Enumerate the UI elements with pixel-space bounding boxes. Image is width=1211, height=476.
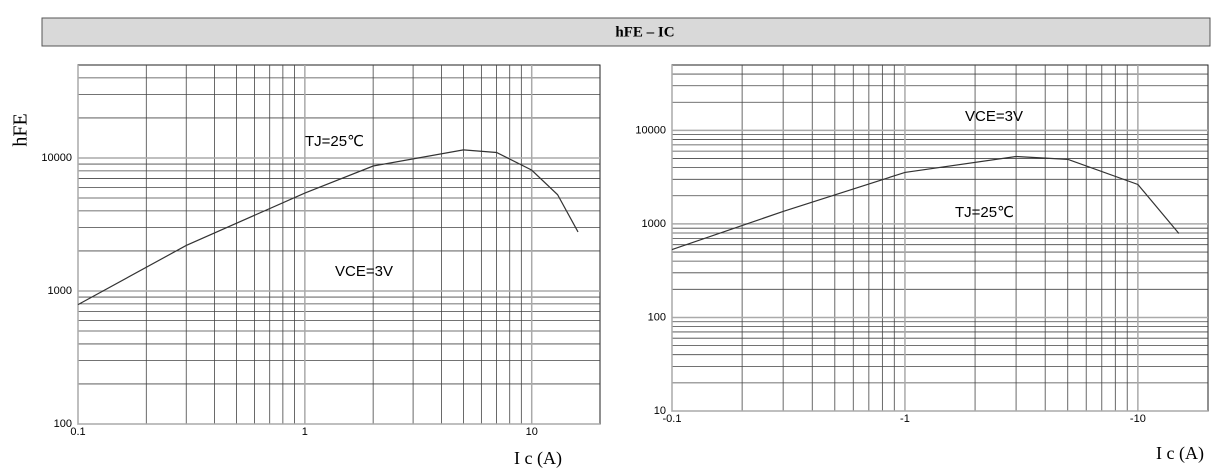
x-tick-label: -10: [1130, 413, 1146, 425]
x-tick-label: 10: [526, 426, 538, 438]
x-tick-label: 0.1: [70, 426, 85, 438]
y-tick-label: 10000: [635, 124, 666, 136]
y-tick-label: 10: [654, 405, 666, 417]
annotation: TJ=25℃: [955, 204, 1014, 221]
x-tick-label: -1: [900, 413, 910, 425]
data-line: [671, 155, 1180, 251]
annotation: VCE=3V: [335, 263, 393, 280]
x-tick-label: -0.1: [663, 413, 682, 425]
annotation: VCE=3V: [965, 108, 1023, 125]
y-tick-label: 1000: [48, 285, 72, 297]
x-tick-label: 1: [302, 426, 308, 438]
y-tick-label: 1000: [642, 218, 666, 230]
data-line: [77, 149, 579, 306]
x-axis-label: I c (A): [514, 448, 562, 469]
plot-area: [671, 64, 1209, 412]
y-tick-label: 100: [648, 311, 666, 323]
y-tick-label: 10000: [41, 152, 72, 164]
plot-area: [77, 64, 601, 425]
y-axis-label: hFE: [10, 113, 32, 146]
header-title: hFE – IC: [615, 24, 674, 40]
x-axis-label: I c (A): [1156, 443, 1204, 464]
header-bar: [41, 17, 1211, 47]
annotation: TJ=25℃: [305, 133, 364, 150]
y-tick-label: 100: [54, 418, 72, 430]
